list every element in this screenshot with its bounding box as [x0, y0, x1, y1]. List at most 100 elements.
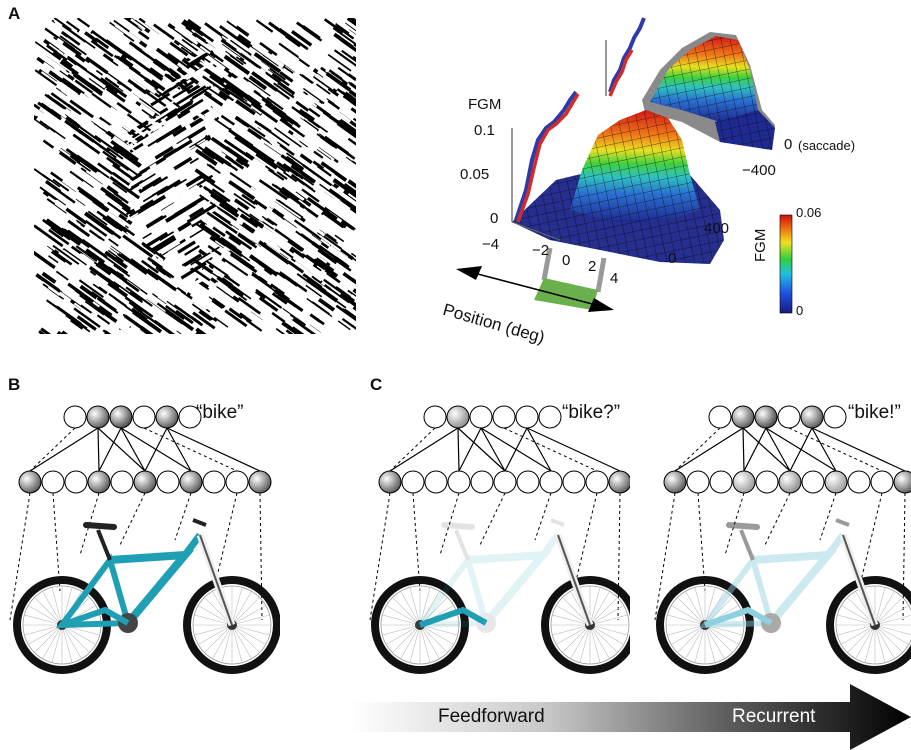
panel-label-b: B — [8, 375, 21, 394]
arrow-left-head — [456, 266, 482, 280]
bottom-unit — [686, 470, 710, 494]
network-nodes — [18, 405, 272, 494]
word-bike-exclaim: “bike!” — [848, 402, 901, 423]
z-tick-0-05: 0.05 — [460, 166, 490, 183]
network-feedforward-occluded — [369, 405, 630, 674]
top-unit — [86, 405, 110, 429]
network-feedforward-complete — [9, 405, 280, 674]
texture-lines — [34, 18, 356, 334]
bike-frame — [698, 518, 850, 633]
bottom-unit — [110, 470, 134, 494]
z-axis-label: FGM — [468, 96, 502, 113]
time-tick-back-0: 0 — [784, 136, 793, 153]
bottom-unit — [732, 470, 756, 494]
bottom-unit — [424, 470, 448, 494]
top-unit — [423, 405, 447, 429]
bottom-unit — [516, 470, 540, 494]
texture-stimulus — [34, 18, 356, 334]
bottom-unit — [87, 470, 111, 494]
bottom-unit — [709, 470, 733, 494]
top-unit — [538, 405, 562, 429]
bottom-unit — [179, 470, 203, 494]
network-recurrent-occluded — [654, 405, 911, 674]
bike-wheel — [13, 576, 111, 674]
figure-mound — [570, 110, 700, 222]
bottom-unit — [470, 470, 494, 494]
bottom-unit — [447, 470, 471, 494]
top-unit — [492, 405, 516, 429]
saccade-mound — [642, 32, 775, 150]
bottom-unit — [663, 470, 687, 494]
bottom-unit — [64, 470, 88, 494]
bike-rear-arm — [419, 606, 488, 628]
bike-wheel — [656, 576, 754, 674]
bottom-unit — [755, 470, 779, 494]
network-nodes — [663, 405, 911, 494]
bike-rear-arm — [61, 606, 130, 628]
top-unit — [178, 405, 202, 429]
arrow-right-head — [588, 298, 614, 312]
figure-region — [534, 278, 598, 310]
bike-wheel — [183, 576, 280, 674]
top-unit — [823, 405, 847, 429]
bottom-unit — [847, 470, 871, 494]
panel-label-a: A — [8, 4, 21, 23]
processing-arrow — [350, 684, 911, 750]
top-unit — [446, 405, 470, 429]
bike-image — [656, 518, 911, 674]
bottom-unit — [41, 470, 65, 494]
z-tick-0: 0 — [490, 210, 499, 227]
x-tick-0: 0 — [562, 252, 571, 269]
time-tick-back-neg400: −400 — [742, 162, 776, 179]
top-unit — [155, 405, 179, 429]
bottom-unit — [608, 470, 630, 494]
z-tick-0-1: 0.1 — [474, 122, 495, 139]
top-unit — [708, 405, 732, 429]
top-unit — [63, 405, 87, 429]
x-tick-4: 4 — [610, 270, 619, 287]
colorbar-label: FGM — [752, 228, 769, 262]
saccade-note: (saccade) — [798, 138, 856, 153]
word-bike: “bike” — [196, 402, 244, 423]
top-unit — [777, 405, 801, 429]
top-unit — [515, 405, 539, 429]
network-nodes — [378, 405, 630, 494]
top-unit — [754, 405, 778, 429]
time-tick-400: 400 — [704, 220, 730, 237]
top-unit — [109, 405, 133, 429]
x-tick-2: 2 — [588, 258, 597, 275]
bottom-unit — [562, 470, 586, 494]
x-tick-neg4: −4 — [482, 236, 500, 253]
fgm-surface-plot — [456, 17, 793, 314]
colorbar-max: 0.06 — [796, 205, 822, 220]
bottom-unit — [248, 470, 272, 494]
top-unit — [469, 405, 493, 429]
time-tick-0: 0 — [668, 250, 677, 267]
network-connections — [654, 427, 906, 621]
colorbar — [779, 214, 793, 314]
bike-image — [13, 518, 280, 674]
bottom-unit — [202, 470, 226, 494]
top-unit — [800, 405, 824, 429]
network-connections — [9, 427, 263, 621]
colorbar-min: 0 — [796, 303, 804, 318]
bottom-unit — [824, 470, 848, 494]
x-tick-neg2: −2 — [532, 242, 550, 259]
bottom-unit — [401, 470, 425, 494]
network-connections — [369, 427, 621, 621]
top-unit — [731, 405, 755, 429]
panel-label-c: C — [370, 375, 383, 394]
bottom-unit — [133, 470, 157, 494]
word-bike-question: “bike?” — [562, 402, 621, 423]
bottom-unit — [893, 470, 911, 494]
bike-rear-arm — [704, 606, 773, 628]
bottom-unit — [378, 470, 402, 494]
bottom-unit — [539, 470, 563, 494]
bottom-unit — [585, 470, 609, 494]
bottom-unit — [801, 470, 825, 494]
bottom-unit — [156, 470, 180, 494]
bottom-unit — [225, 470, 249, 494]
bike-wheel — [826, 576, 911, 674]
bottom-unit — [870, 470, 894, 494]
label-recurrent: Recurrent — [732, 706, 816, 727]
